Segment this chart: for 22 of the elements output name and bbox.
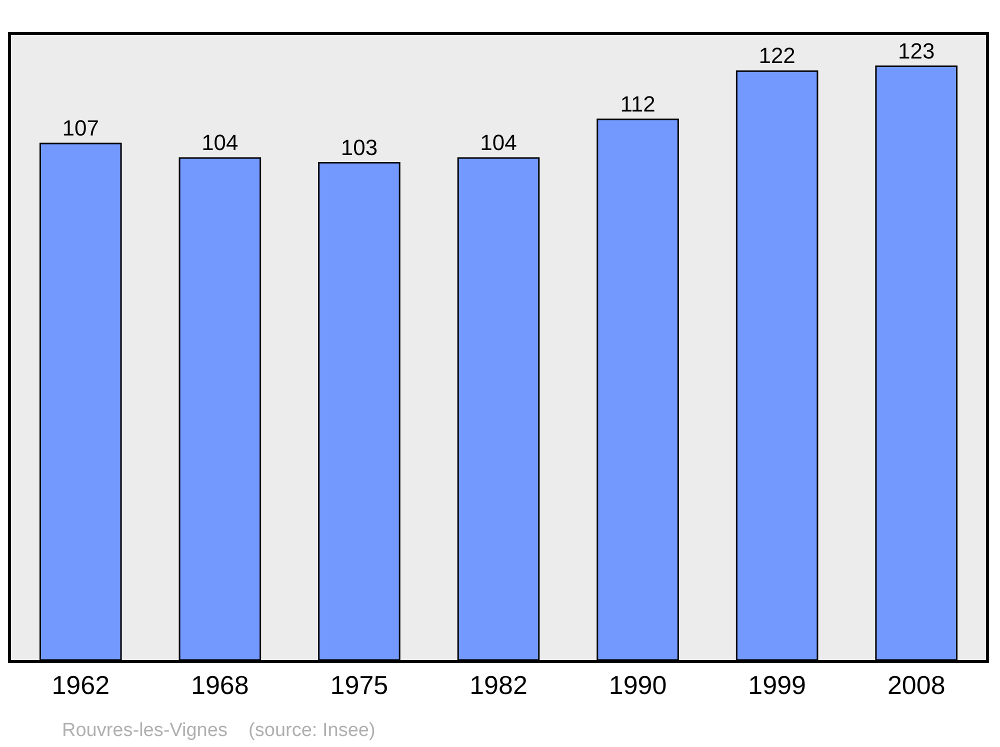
x-tick-label: 1982 bbox=[470, 670, 528, 700]
bar bbox=[318, 162, 400, 660]
x-tick-label: 2008 bbox=[887, 670, 946, 700]
x-tick-label: 1962 bbox=[52, 670, 110, 700]
x-tick-label: 1999 bbox=[748, 670, 806, 700]
text: Rouvres-les-Vignes (source: Insee) bbox=[62, 720, 376, 741]
x-tick-label: 1968 bbox=[191, 670, 249, 700]
x-tick-label: 1990 bbox=[608, 670, 667, 700]
data-label: 104 bbox=[480, 130, 517, 155]
data-label: 112 bbox=[620, 91, 656, 116]
bar bbox=[40, 142, 122, 660]
x-tick-label: 1975 bbox=[330, 670, 388, 700]
data-label: 122 bbox=[758, 43, 796, 68]
bar bbox=[596, 118, 679, 660]
bar bbox=[178, 157, 262, 660]
data-label: 107 bbox=[62, 115, 100, 140]
data-label: 123 bbox=[898, 38, 935, 64]
data-label: 103 bbox=[340, 134, 378, 160]
data-label: 104 bbox=[202, 130, 238, 155]
bar bbox=[457, 157, 540, 660]
bar bbox=[736, 70, 818, 660]
bar bbox=[875, 66, 958, 660]
